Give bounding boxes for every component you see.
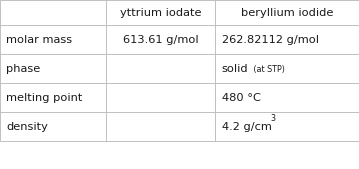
- Text: beryllium iodide: beryllium iodide: [241, 7, 334, 18]
- Text: 480 °C: 480 °C: [222, 93, 261, 103]
- Text: 613.61 g/mol: 613.61 g/mol: [123, 34, 199, 45]
- Text: 3: 3: [270, 114, 275, 123]
- Text: 4.2 g/cm: 4.2 g/cm: [222, 122, 272, 132]
- Text: melting point: melting point: [6, 93, 83, 103]
- Text: yttrium iodate: yttrium iodate: [120, 7, 201, 18]
- Text: solid: solid: [222, 64, 248, 74]
- Text: density: density: [6, 122, 48, 132]
- Text: 262.82112 g/mol: 262.82112 g/mol: [222, 34, 319, 45]
- Bar: [0, 0, 359, 141]
- Text: phase: phase: [6, 64, 41, 74]
- Text: molar mass: molar mass: [6, 34, 73, 45]
- Text: (at STP): (at STP): [251, 65, 285, 74]
